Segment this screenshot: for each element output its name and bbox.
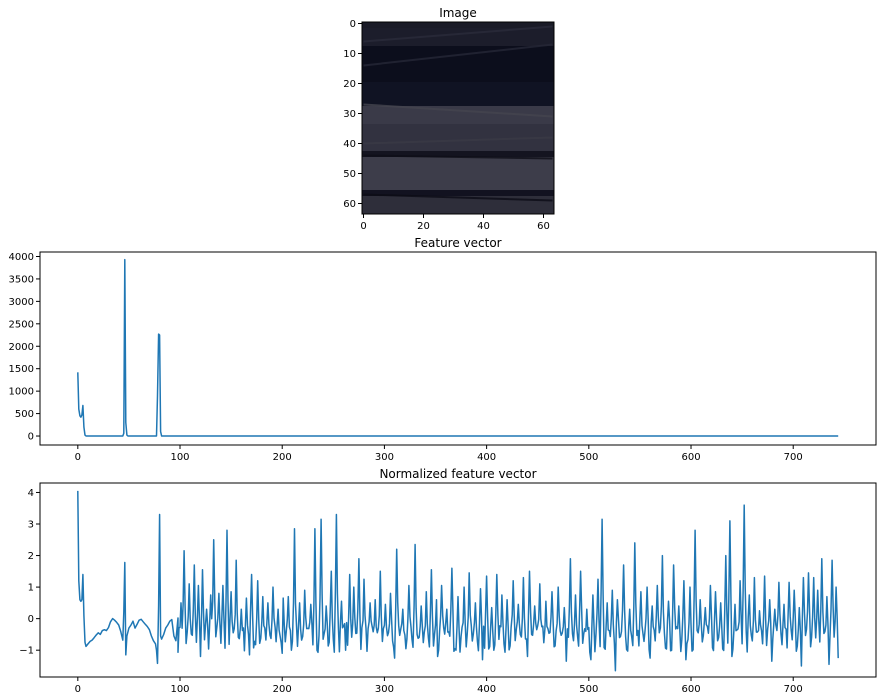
normalized-xtick-label: 200 — [273, 684, 292, 695]
feature-vector-ytick-label: 3000 — [9, 297, 34, 308]
feature-vector-ytick-label: 2500 — [9, 319, 34, 330]
feature-vector-xtick-label: 300 — [375, 452, 394, 463]
image-ytick-label: 0 — [350, 19, 356, 30]
normalized-ytick-label: 3 — [28, 520, 34, 531]
image-band — [362, 22, 554, 28]
normalized-ytick-label: 0 — [28, 614, 34, 625]
normalized-axes-frame — [39, 482, 877, 678]
image-panel: Image 0 20 40 60 0 10 20 30 40 50 60 — [343, 6, 555, 232]
image-texture-streak — [363, 154, 553, 160]
feature-vector-ytick-label: 500 — [15, 409, 34, 420]
image-xtick-label: 40 — [477, 221, 490, 232]
image-band — [362, 151, 554, 157]
feature-vector-xtick-label: 600 — [681, 452, 700, 463]
normalized-feature-vector-panel: Normalized feature vector 0 100 200 300 400 5… — [19, 467, 877, 695]
feature-vector-x-ticks: 0 100 200 300 400 500 600 700 — [75, 445, 803, 463]
image-xtick-label: 0 — [360, 221, 366, 232]
image-ytick-label: 20 — [343, 79, 356, 90]
normalized-xtick-label: 100 — [170, 684, 189, 695]
image-ytick-label: 10 — [343, 49, 356, 60]
normalized-xtick-label: 0 — [75, 684, 81, 695]
image-band — [362, 157, 554, 190]
normalized-ytick-label: 1 — [28, 583, 34, 594]
feature-vector-ytick-label: 4000 — [9, 252, 34, 263]
image-xtick-label: 60 — [537, 221, 550, 232]
normalized-feature-vector-series — [77, 490, 839, 672]
image-panel-title: Image — [439, 6, 477, 20]
image-band — [362, 196, 554, 214]
feature-vector-line — [77, 258, 839, 437]
image-texture-streak — [363, 103, 553, 118]
image-xtick-label: 20 — [417, 221, 430, 232]
image-band — [362, 190, 554, 196]
normalized-xtick-label: 400 — [477, 684, 496, 695]
image-band — [362, 82, 554, 106]
feature-vector-title: Feature vector — [414, 236, 501, 250]
normalized-ytick-label: −1 — [19, 646, 34, 657]
image-ytick-label: 30 — [343, 109, 356, 120]
image-band — [362, 46, 554, 82]
feature-vector-ytick-label: 3500 — [9, 274, 34, 285]
feature-vector-y-ticks: 0 500 1000 1500 2000 2500 3000 3500 4000 — [9, 252, 40, 443]
image-band — [362, 106, 554, 124]
normalized-xtick-label: 500 — [579, 684, 598, 695]
feature-vector-xtick-label: 700 — [784, 452, 803, 463]
feature-vector-xtick-label: 100 — [170, 452, 189, 463]
image-y-ticks: 0 10 20 30 40 50 60 — [343, 19, 362, 210]
normalized-feature-vector-line — [77, 490, 839, 672]
normalized-y-ticks: −1 0 1 2 3 4 — [19, 488, 40, 657]
image-axes-frame — [361, 21, 555, 215]
feature-vector-ytick-label: 0 — [28, 432, 34, 443]
image-x-ticks: 0 20 40 60 — [360, 214, 550, 232]
normalized-xtick-label: 700 — [784, 684, 803, 695]
image-ytick-label: 40 — [343, 139, 356, 150]
image-texture-streak — [363, 136, 553, 145]
feature-vector-panel: Feature vector 0 100 200 300 400 500 600 700 0 5… — [9, 236, 877, 463]
normalized-x-ticks: 0 100 200 300 400 500 600 700 — [75, 677, 803, 695]
feature-vector-xtick-label: 500 — [579, 452, 598, 463]
image-ytick-label: 50 — [343, 169, 356, 180]
normalized-xtick-label: 600 — [681, 684, 700, 695]
image-heatmap — [362, 22, 554, 214]
image-texture-streak — [363, 43, 553, 67]
normalized-xtick-label: 300 — [375, 684, 394, 695]
feature-vector-series — [77, 258, 839, 437]
feature-vector-ytick-label: 1500 — [9, 364, 34, 375]
normalized-ytick-label: 4 — [28, 488, 34, 499]
feature-vector-axes-frame — [39, 251, 877, 446]
feature-vector-ytick-label: 2000 — [9, 342, 34, 353]
normalized-feature-vector-title: Normalized feature vector — [379, 467, 536, 481]
image-band — [362, 28, 554, 46]
feature-vector-xtick-label: 0 — [75, 452, 81, 463]
feature-vector-xtick-label: 400 — [477, 452, 496, 463]
feature-vector-xtick-label: 200 — [273, 452, 292, 463]
feature-vector-ytick-label: 1000 — [9, 387, 34, 398]
image-texture-streak — [363, 25, 553, 43]
image-ytick-label: 60 — [343, 199, 356, 210]
image-texture-streak — [363, 193, 553, 202]
normalized-ytick-label: 2 — [28, 551, 34, 562]
